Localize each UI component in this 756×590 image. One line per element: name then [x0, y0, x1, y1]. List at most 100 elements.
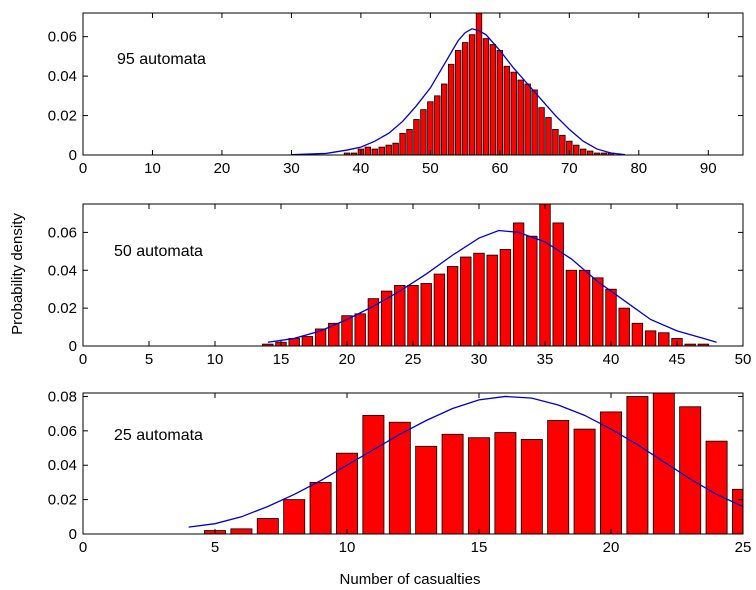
histogram-bar [394, 285, 406, 346]
y-tick-label: 0.06 [48, 423, 77, 440]
y-tick-label: 0.02 [48, 300, 77, 317]
x-tick-label: 0 [79, 351, 87, 368]
histogram-bar [573, 144, 580, 155]
histogram-bar [256, 518, 279, 534]
histogram-bar [510, 71, 517, 155]
histogram-bar [413, 119, 420, 155]
histogram-bar [441, 83, 448, 155]
histogram-bar [524, 83, 531, 155]
histogram-bar [460, 256, 472, 346]
histogram-bar [468, 34, 476, 155]
histogram-bar [433, 273, 446, 346]
y-tick-label: 0.04 [48, 457, 77, 474]
y-tick-label: 0.08 [48, 388, 77, 405]
y-tick-label: 0 [69, 147, 77, 164]
x-tick-label: 60 [491, 160, 508, 177]
histogram-bar [489, 44, 497, 155]
fitted-curve [188, 395, 743, 528]
histogram-bar [468, 437, 490, 534]
y-tick-label: 0.06 [48, 29, 77, 46]
histogram-bar [371, 148, 378, 155]
x-tick-label: 80 [630, 160, 647, 177]
y-tick-label: 0.02 [48, 492, 77, 509]
plot-area [291, 13, 625, 155]
histogram-bar [301, 336, 314, 346]
x-tick-label: 40 [603, 351, 620, 368]
x-tick-label: 30 [283, 160, 300, 177]
histogram-bar [631, 322, 644, 346]
x-tick-label: 10 [207, 351, 224, 368]
y-tick-label: 0.04 [48, 68, 77, 85]
histogram-bar [420, 109, 427, 155]
histogram-bar [592, 277, 604, 346]
histogram-bar [679, 406, 702, 534]
histogram-bar [652, 393, 675, 534]
histogram-bar [512, 222, 525, 346]
histogram-bar [539, 204, 551, 346]
histogram-bar [388, 421, 411, 534]
x-tick-label: 5 [145, 351, 153, 368]
histogram-bar [367, 298, 380, 346]
x-tick-label: 20 [339, 351, 356, 368]
x-tick-label: 30 [471, 351, 488, 368]
histogram-bar [586, 150, 594, 155]
x-tick-label: 20 [214, 160, 231, 177]
x-tick-label: 50 [422, 160, 439, 177]
histogram-bar [309, 482, 332, 534]
histogram-bar [538, 107, 545, 155]
histogram-bar [406, 128, 413, 155]
chart-panel-1: 0 10 20 30 40 50 60 70 80 90 0 0.02 0.04 0.06 95 autom… [48, 12, 744, 177]
histogram-bar [354, 313, 366, 346]
x-tick-label: 15 [471, 539, 488, 556]
x-tick-label: 35 [537, 351, 554, 368]
x-tick-label: 15 [273, 351, 290, 368]
histogram-bar [705, 440, 728, 534]
histogram-bar [517, 79, 524, 155]
histogram-bar [578, 269, 591, 346]
histogram-bar [499, 249, 512, 346]
histogram-bar [545, 117, 552, 155]
histogram-bar [362, 414, 385, 534]
x-tick-label: 45 [669, 351, 686, 368]
y-tick-label: 0.06 [48, 224, 77, 241]
y-tick-label: 0.02 [48, 108, 77, 125]
histogram-bar [415, 445, 438, 534]
histogram-bar [559, 134, 566, 155]
x-tick-label: 0 [79, 160, 87, 177]
chart-panel-3: 0 5 10 15 20 25 0 0.02 0.04 0.06 0.08 25 automata [48, 388, 752, 556]
histogram-bar [461, 42, 469, 155]
x-tick-label: 10 [144, 160, 161, 177]
histogram-bar [378, 146, 385, 155]
histogram-bar [230, 528, 253, 534]
histogram-bar [732, 488, 743, 534]
axes-frame [82, 12, 744, 156]
histogram-bar [434, 95, 441, 155]
histogram-bar [482, 38, 490, 155]
histogram-bar [552, 222, 564, 346]
x-tick-label: 5 [211, 539, 219, 556]
panel-annotation: 25 automata [114, 427, 203, 444]
y-tick-label: 0.04 [48, 262, 77, 279]
histogram-bar [503, 65, 510, 155]
histogram-bar [385, 144, 392, 155]
histogram-bar [399, 132, 406, 155]
histogram-bar [446, 266, 459, 346]
histogram-bar [600, 411, 622, 534]
x-axis-label: Number of casualties [340, 571, 481, 588]
x-tick-label: 70 [561, 160, 578, 177]
x-tick-label: 0 [79, 539, 87, 556]
chart-panel-2: 0 5 10 15 20 25 30 35 40 45 50 0 0.02 0.04 0.06 50 auto… [48, 203, 751, 368]
plot-area [262, 204, 717, 346]
x-tick-label: 25 [405, 351, 422, 368]
y-tick-label: 0 [69, 338, 77, 355]
histogram-bar [473, 252, 485, 346]
panel-annotation: 50 automata [114, 243, 203, 260]
histogram-bar [392, 142, 399, 155]
fitted-curve [267, 229, 717, 343]
plot-area [188, 393, 743, 534]
histogram-bar [526, 235, 538, 346]
histogram-bar [658, 332, 670, 346]
histogram-bar [520, 439, 543, 534]
